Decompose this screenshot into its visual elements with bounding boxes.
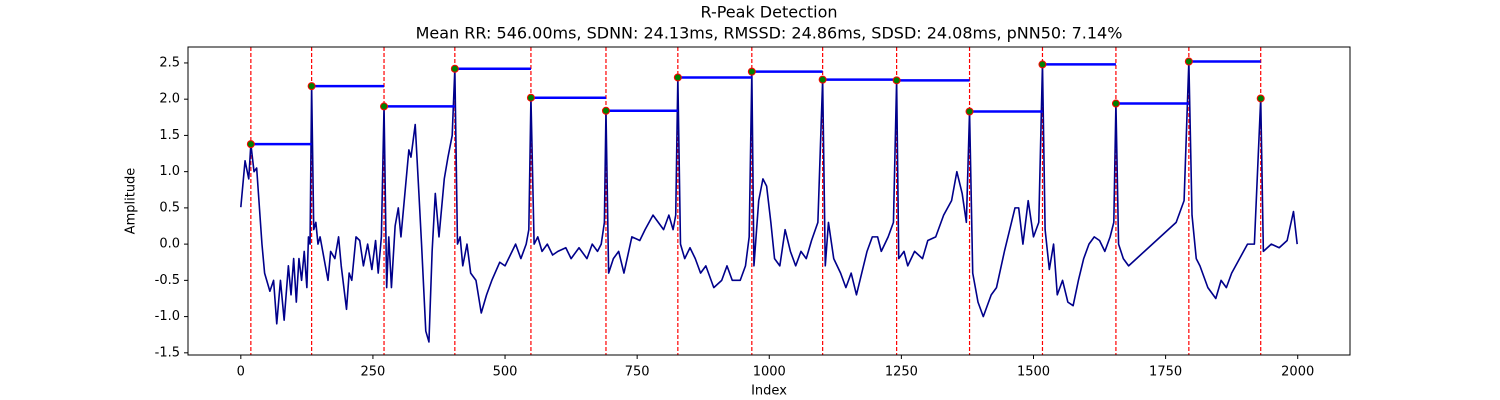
peak-marker — [307, 82, 316, 91]
peak-marker — [450, 64, 459, 73]
x-tick-label: 750 — [625, 365, 650, 380]
peak-marker — [380, 102, 389, 111]
plot-frame — [187, 46, 1351, 356]
y-tick-label: -1.5 — [155, 345, 180, 360]
peak-marker — [965, 107, 974, 116]
y-tick-label: 1.0 — [159, 164, 180, 179]
chart-subtitle: Mean RR: 546.00ms, SDNN: 24.13ms, RMSSD:… — [416, 24, 1123, 43]
y-tick-label: -0.5 — [155, 273, 180, 288]
chart-title: R-Peak Detection — [700, 3, 837, 22]
y-axis-label: Amplitude — [124, 168, 139, 235]
peak-marker — [892, 76, 901, 85]
peak-marker — [747, 67, 756, 76]
y-tick-label: 2.5 — [159, 55, 180, 70]
signal-line — [240, 60, 1298, 343]
x-tick-label: 2000 — [1281, 365, 1314, 380]
x-tick-label: 250 — [361, 365, 386, 380]
x-axis-label: Index — [751, 384, 787, 399]
peak-marker — [1111, 99, 1120, 108]
peak-marker — [601, 106, 610, 115]
peak-marker — [246, 140, 255, 149]
y-tick-label: 0.0 — [159, 237, 180, 252]
peak-marker — [1256, 94, 1265, 103]
peak-marker — [818, 75, 827, 84]
x-tick-label: 1250 — [885, 365, 918, 380]
x-tick-label: 1500 — [1017, 365, 1050, 380]
peak-marker — [1184, 57, 1193, 66]
y-tick-label: 2.0 — [159, 92, 180, 107]
x-tick-label: 1750 — [1149, 365, 1182, 380]
x-tick-label: 0 — [237, 365, 245, 380]
peak-marker — [1038, 60, 1047, 69]
x-tick-label: 500 — [493, 365, 518, 380]
y-tick-label: 0.5 — [159, 200, 180, 215]
peak-marker — [526, 93, 535, 102]
y-tick-label: 1.5 — [159, 128, 180, 143]
peak-marker — [673, 73, 682, 82]
x-tick-label: 1000 — [753, 365, 786, 380]
y-tick-label: -1.0 — [155, 309, 180, 324]
